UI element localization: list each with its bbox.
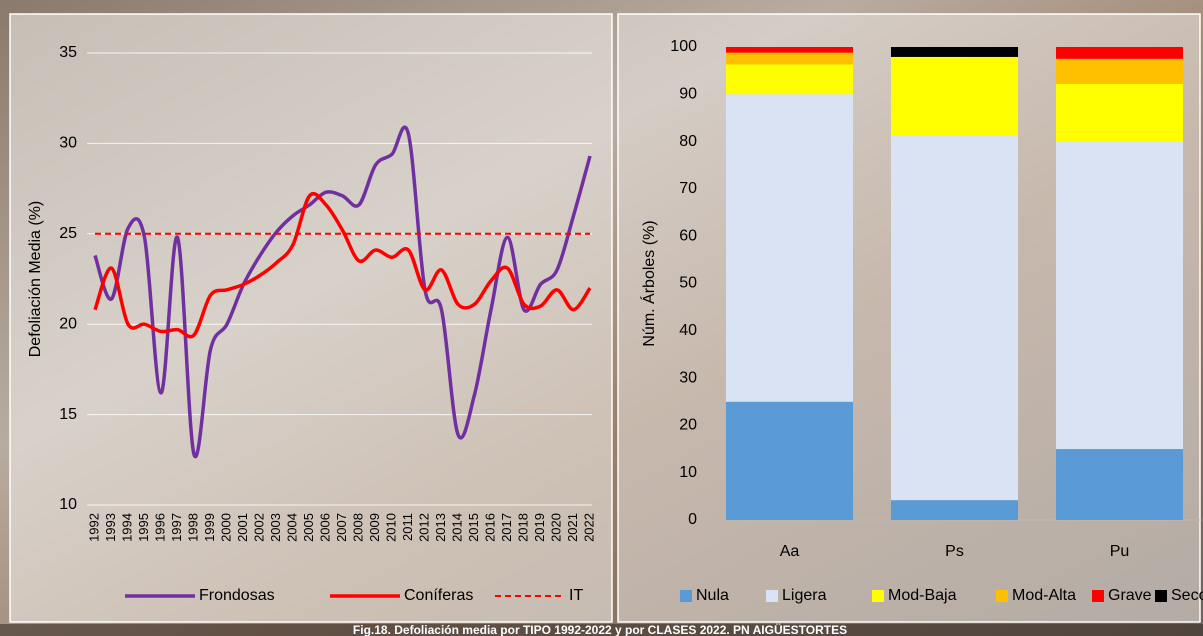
legend-label: Mod-Alta	[1012, 587, 1076, 604]
y-axis-label: Núm. Árboles (%)	[639, 220, 658, 346]
bar-segment	[725, 401, 854, 520]
y-tick-label: 10	[679, 464, 697, 481]
x-tick-label: 2010	[383, 513, 398, 542]
y-tick-label: 100	[670, 38, 697, 55]
y-tick-label: 0	[688, 511, 697, 528]
x-tick-label: 2004	[284, 513, 299, 542]
x-tick-label: 1996	[152, 513, 167, 542]
legend-label: Nula	[696, 587, 729, 604]
bar-segment	[725, 47, 854, 53]
y-tick-label: 80	[679, 133, 697, 150]
bar-segment	[725, 94, 854, 402]
x-tick-label: 2001	[235, 513, 250, 542]
x-tick-label: 1994	[119, 513, 134, 542]
legend-label: Seco	[1171, 587, 1203, 604]
x-tick-label: 2006	[317, 513, 332, 542]
legend-label: Grave	[1108, 587, 1152, 604]
y-tick-label: 70	[679, 180, 697, 197]
legend-swatch	[680, 590, 692, 602]
x-tick-label: 1998	[185, 513, 200, 542]
y-tick-label: 30	[59, 135, 77, 152]
x-tick-label: 2016	[482, 513, 497, 542]
y-axis-label: Defoliación Media (%)	[27, 201, 44, 358]
x-tick-label: 1995	[136, 513, 151, 542]
legend-swatch	[1092, 590, 1104, 602]
x-tick-label: 1993	[103, 513, 118, 542]
line	[93, 191, 592, 339]
legend-swatch	[872, 590, 884, 602]
bar-segment	[890, 56, 1019, 136]
x-tick-label: Aa	[780, 543, 800, 560]
x-tick-label: 2020	[548, 513, 563, 542]
x-tick-label: 2019	[532, 513, 547, 542]
bar-segment	[1055, 47, 1184, 59]
x-tick-label: 2013	[433, 513, 448, 542]
x-tick-label: 2021	[565, 513, 580, 542]
bar-segment	[1055, 449, 1184, 520]
legend-swatch	[766, 590, 778, 602]
bar-segment	[890, 135, 1019, 501]
bar-segment	[890, 500, 1019, 520]
x-tick-label: 2011	[400, 513, 415, 541]
line	[93, 125, 592, 459]
x-tick-label: 2015	[466, 513, 481, 542]
legend-label: IT	[569, 587, 583, 604]
legend-swatch	[1155, 590, 1167, 602]
y-tick-label: 50	[679, 275, 697, 292]
caption-bar	[0, 624, 1203, 636]
x-tick-label: 2002	[251, 513, 266, 542]
legend-label: Ligera	[782, 587, 827, 604]
bar-segment	[725, 52, 854, 65]
legend-swatch	[996, 590, 1008, 602]
x-tick-label: 2018	[515, 513, 530, 542]
left-panel	[9, 13, 613, 623]
legend-label: Frondosas	[199, 587, 275, 604]
x-tick-label: 2014	[449, 513, 464, 542]
y-tick-label: 60	[679, 227, 697, 244]
y-tick-label: 10	[59, 496, 77, 513]
x-tick-label: 1997	[169, 513, 184, 542]
y-tick-label: 20	[679, 417, 697, 434]
bar-segment	[890, 47, 1019, 57]
x-tick-label: 2000	[218, 513, 233, 542]
x-tick-label: 1992	[86, 513, 101, 542]
x-tick-label: Ps	[945, 543, 964, 560]
y-tick-label: 25	[59, 225, 77, 242]
bar-segment	[1055, 58, 1184, 84]
x-tick-label: 2005	[301, 513, 316, 542]
x-tick-label: 1999	[202, 513, 217, 542]
x-tick-label: 2008	[350, 513, 365, 542]
x-tick-label: 2009	[367, 513, 382, 542]
x-tick-label: 2012	[416, 513, 431, 542]
x-tick-label: Pu	[1110, 543, 1130, 560]
y-tick-label: 30	[679, 369, 697, 386]
bar-segment	[1055, 83, 1184, 142]
y-tick-label: 90	[679, 86, 697, 103]
caption: Fig.18. Defoliación media por TIPO 1992-…	[353, 622, 847, 636]
legend-label: Coníferas	[404, 587, 473, 604]
x-tick-label: 2003	[268, 513, 283, 542]
y-tick-label: 20	[59, 315, 77, 332]
bar-segment	[1055, 141, 1184, 450]
y-tick-label: 15	[59, 406, 77, 423]
bar-segment	[725, 64, 854, 95]
x-tick-label: 2022	[581, 513, 596, 542]
legend-label: Mod-Baja	[888, 587, 957, 604]
y-tick-label: 35	[59, 44, 77, 61]
x-tick-label: 2017	[499, 513, 514, 542]
y-tick-label: 40	[679, 322, 697, 339]
x-tick-label: 2007	[334, 513, 349, 542]
